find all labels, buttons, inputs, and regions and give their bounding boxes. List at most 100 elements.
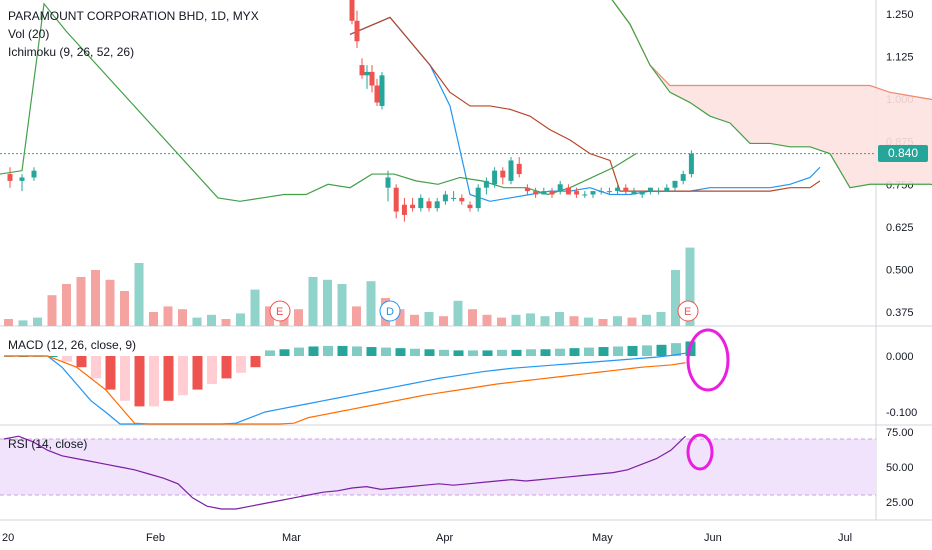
volume-bar	[439, 316, 448, 326]
candle-body	[500, 170, 506, 178]
volume-bar	[236, 313, 245, 326]
macd-histogram-bar	[352, 346, 362, 356]
candle-body	[688, 153, 694, 175]
candle-body	[359, 65, 365, 76]
volume-bar	[250, 289, 260, 326]
time-tick-label: Apr	[436, 532, 453, 544]
event-marker-label: E	[276, 306, 283, 318]
candle-body	[680, 174, 686, 181]
volume-bar	[120, 291, 129, 326]
volume-bar	[685, 247, 695, 326]
ichimoku-base-line	[349, 16, 821, 192]
macd-histogram-bar	[62, 356, 72, 362]
macd-histogram-bar	[236, 356, 246, 373]
volume-bar	[569, 316, 579, 326]
candle-body	[492, 170, 498, 185]
macd-histogram-bar	[76, 356, 87, 368]
macd-histogram-bar	[265, 350, 275, 356]
rsi-tick-label: 25.00	[886, 497, 914, 509]
candle-body	[565, 187, 571, 195]
candle-body	[354, 20, 360, 42]
macd-histogram-bar	[221, 356, 232, 379]
macd-histogram-bar	[598, 347, 609, 356]
rsi-annotation-circle	[686, 433, 714, 471]
price-tick-label: 0.500	[886, 264, 914, 276]
volume-bar	[105, 279, 115, 326]
time-tick-label: May	[592, 532, 613, 544]
volume-bar	[424, 312, 434, 326]
candle-body	[426, 201, 432, 209]
macd-histogram-bar	[526, 349, 536, 356]
volume-bar	[337, 284, 347, 326]
time-tick-label: 20	[2, 532, 14, 544]
volume-bar	[598, 319, 608, 326]
last-price-badge: 0.840	[878, 145, 928, 162]
candle-body	[393, 187, 399, 212]
volume-bar	[163, 306, 173, 326]
legend-volume: Vol (20)	[8, 27, 50, 41]
volume-bar	[468, 309, 477, 326]
volume-bar	[18, 320, 28, 326]
ichimoku-span-b	[611, 0, 932, 101]
rsi-tick-label: 50.00	[886, 462, 914, 474]
candle-body	[647, 187, 653, 192]
candle-body	[369, 71, 375, 86]
volume-bar	[526, 313, 535, 326]
volume-bar	[656, 312, 666, 326]
event-marker-label: D	[386, 306, 394, 318]
candle-body	[656, 191, 662, 193]
macd-histogram-bar	[584, 347, 594, 356]
candle-body	[615, 187, 621, 192]
macd-histogram-bar	[105, 356, 116, 390]
candle-body	[639, 191, 645, 195]
macd-histogram-bar	[47, 356, 58, 357]
candle-body	[533, 191, 539, 195]
price-tick-label: 1.250	[886, 9, 914, 21]
macd-histogram-bar	[511, 349, 522, 356]
volume-bar	[584, 317, 593, 326]
candle-body	[401, 204, 407, 215]
event-marker-label: E	[684, 306, 691, 318]
volume-bar	[265, 306, 274, 326]
candle-body	[582, 194, 588, 196]
volume-bar	[613, 316, 622, 326]
macd-histogram-bar	[279, 349, 290, 356]
volume-bar	[323, 279, 332, 326]
candle-body	[467, 204, 473, 209]
rsi-line	[3, 435, 686, 510]
volume-bar	[207, 314, 216, 326]
macd-histogram-bar	[627, 345, 638, 356]
volume-bar	[352, 306, 361, 326]
rsi-tick-label: 75.00	[886, 427, 914, 439]
macd-tick-label: 0.000	[886, 351, 914, 363]
price-tick-label: 0.625	[886, 222, 914, 234]
candle-body	[590, 191, 596, 195]
volume-bar	[555, 312, 564, 326]
price-tick-label: 0.375	[886, 307, 914, 319]
volume-bar	[4, 319, 13, 326]
macd-annotation-circle	[686, 328, 730, 392]
macd-histogram-bar	[192, 356, 203, 390]
candle-body	[672, 180, 678, 188]
rsi-band	[0, 439, 876, 495]
macd-histogram-bar	[337, 345, 348, 356]
time-tick-label: Feb	[146, 532, 165, 544]
volume-bar	[134, 263, 144, 326]
candle-body	[557, 184, 563, 192]
volume-bar	[671, 270, 680, 326]
candle-body	[364, 71, 370, 76]
candle-body	[606, 191, 612, 193]
volume-bar	[47, 295, 57, 326]
volume-bar	[33, 317, 42, 326]
candle-body	[418, 197, 424, 209]
macd-histogram-bar	[613, 346, 623, 356]
macd-histogram-bar	[308, 346, 319, 356]
macd-histogram-bar	[381, 347, 391, 356]
candle-body	[508, 160, 514, 181]
candle-body	[379, 75, 385, 106]
macd-histogram-bar	[540, 349, 551, 356]
volume-bar	[395, 309, 405, 326]
legend-macd: MACD (12, 26, close, 9)	[8, 338, 137, 352]
macd-signal-line	[4, 355, 686, 425]
